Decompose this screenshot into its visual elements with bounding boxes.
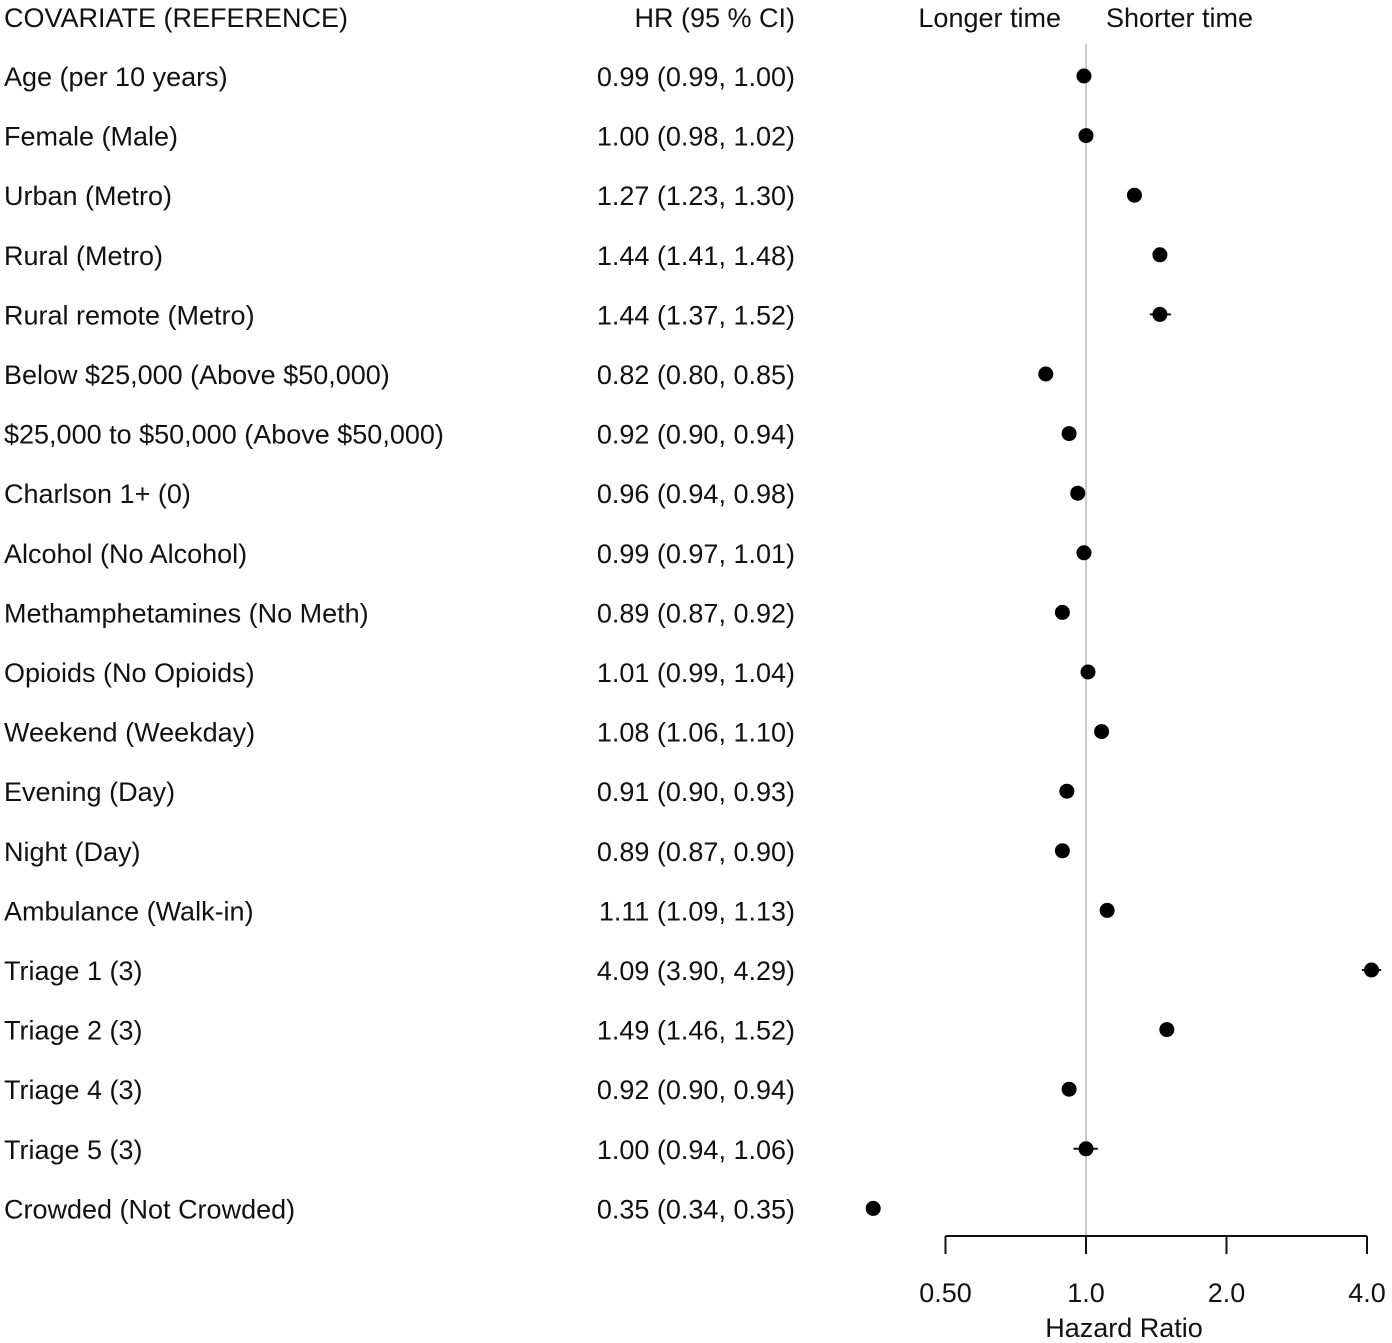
covariate-label: Methamphetamines (No Meth)	[4, 598, 369, 628]
hr-point	[1080, 664, 1096, 680]
hr-ci-label: 1.08 (1.06, 1.10)	[597, 718, 795, 748]
covariate-label: $25,000 to $50,000 (Above $50,000)	[4, 420, 444, 450]
forest-row: Rural remote (Metro) 1.44 (1.37, 1.52)	[4, 300, 1171, 330]
forest-row: Crowded (Not Crowded) 0.35 (0.34, 0.35)	[4, 1194, 881, 1224]
hr-ci-label: 1.00 (0.94, 1.06)	[597, 1135, 795, 1165]
hr-point	[1054, 843, 1070, 859]
hr-ci-label: 1.00 (0.98, 1.02)	[597, 122, 795, 152]
covariate-label: Triage 1 (3)	[4, 956, 143, 986]
covariate-label: Triage 5 (3)	[4, 1135, 143, 1165]
forest-row: Triage 2 (3) 1.49 (1.46, 1.52)	[4, 1016, 1175, 1046]
hr-ci-label: 0.89 (0.87, 0.90)	[597, 837, 795, 867]
x-axis: 0.50 1.0 2.0 4.0	[919, 1235, 1386, 1308]
forest-row: Charlson 1+ (0) 0.96 (0.94, 0.98)	[4, 479, 1086, 509]
hr-ci-label: 0.99 (0.99, 1.00)	[597, 62, 795, 92]
forest-row: Evening (Day) 0.91 (0.90, 0.93)	[4, 777, 1075, 807]
direction-left-label: Longer time	[918, 3, 1061, 33]
hr-point	[1152, 247, 1168, 263]
hr-ci-label: 0.82 (0.80, 0.85)	[597, 360, 795, 390]
hr-ci-label: 4.09 (3.90, 4.29)	[597, 956, 795, 986]
hr-point	[1078, 1141, 1094, 1157]
hr-header: HR (95 % CI)	[634, 3, 795, 33]
covariate-label: Alcohol (No Alcohol)	[4, 539, 247, 569]
hr-ci-label: 0.99 (0.97, 1.01)	[597, 539, 795, 569]
covariate-header: COVARIATE (REFERENCE)	[4, 3, 348, 33]
covariate-label: Charlson 1+ (0)	[4, 479, 191, 509]
covariate-label: Female (Male)	[4, 122, 178, 152]
hr-point	[1061, 426, 1077, 442]
hr-point	[1070, 485, 1086, 501]
forest-row: Weekend (Weekday) 1.08 (1.06, 1.10)	[4, 718, 1110, 748]
forest-row: Female (Male) 1.00 (0.98, 1.02)	[4, 122, 1094, 152]
hr-point	[1061, 1081, 1077, 1097]
hr-point	[1078, 128, 1094, 144]
covariate-label: Rural remote (Metro)	[4, 300, 255, 330]
forest-row: Opioids (No Opioids) 1.01 (0.99, 1.04)	[4, 658, 1096, 688]
hr-point	[1099, 902, 1115, 918]
hr-point	[1152, 306, 1168, 322]
covariate-label: Triage 4 (3)	[4, 1075, 143, 1105]
forest-row: Night (Day) 0.89 (0.87, 0.90)	[4, 837, 1070, 867]
hr-point	[1159, 1022, 1175, 1038]
hr-point	[1076, 68, 1092, 84]
covariate-label: Rural (Metro)	[4, 241, 163, 271]
hr-point	[1076, 545, 1092, 561]
hr-point	[1038, 366, 1054, 382]
hr-point	[1126, 187, 1142, 203]
forest-row: $25,000 to $50,000 (Above $50,000) 0.92 (…	[4, 420, 1077, 450]
forest-row: Methamphetamines (No Meth) 0.89 (0.87, 0.…	[4, 598, 1070, 628]
hr-ci-label: 1.01 (0.99, 1.04)	[597, 658, 795, 688]
direction-right-label: Shorter time	[1106, 3, 1253, 33]
forest-row: Below $25,000 (Above $50,000) 0.82 (0.80,…	[4, 360, 1054, 390]
hr-point	[1094, 724, 1110, 740]
x-tick-label: 1.0	[1067, 1278, 1105, 1308]
covariate-label: Opioids (No Opioids)	[4, 658, 255, 688]
covariate-label: Weekend (Weekday)	[4, 718, 255, 748]
forest-row: Triage 1 (3) 4.09 (3.90, 4.29)	[4, 956, 1382, 986]
hr-ci-label: 0.96 (0.94, 0.98)	[597, 479, 795, 509]
covariate-label: Below $25,000 (Above $50,000)	[4, 360, 390, 390]
covariate-label: Evening (Day)	[4, 777, 175, 807]
covariate-label: Triage 2 (3)	[4, 1016, 143, 1046]
x-tick-label: 0.50	[919, 1278, 972, 1308]
x-tick-label: 4.0	[1348, 1278, 1386, 1308]
covariate-label: Night (Day)	[4, 837, 141, 867]
hr-ci-label: 1.44 (1.37, 1.52)	[597, 300, 795, 330]
hr-ci-label: 1.44 (1.41, 1.48)	[597, 241, 795, 271]
hr-ci-label: 1.49 (1.46, 1.52)	[597, 1016, 795, 1046]
forest-row: Ambulance (Walk-in) 1.11 (1.09, 1.13)	[4, 896, 1115, 926]
covariate-label: Crowded (Not Crowded)	[4, 1194, 295, 1224]
hr-ci-label: 0.35 (0.34, 0.35)	[597, 1194, 795, 1224]
forest-row: Urban (Metro) 1.27 (1.23, 1.30)	[4, 181, 1142, 211]
hr-point	[1054, 604, 1070, 620]
hr-point	[1364, 962, 1380, 978]
covariate-label: Age (per 10 years)	[4, 62, 228, 92]
forest-row: Alcohol (No Alcohol) 0.99 (0.97, 1.01)	[4, 539, 1092, 569]
hr-ci-label: 1.27 (1.23, 1.30)	[597, 181, 795, 211]
covariate-label: Urban (Metro)	[4, 181, 172, 211]
x-tick-label: 2.0	[1208, 1278, 1246, 1308]
hr-ci-label: 0.89 (0.87, 0.92)	[597, 598, 795, 628]
forest-row: Age (per 10 years) 0.99 (0.99, 1.00)	[4, 62, 1092, 92]
forest-row: Triage 5 (3) 1.00 (0.94, 1.06)	[4, 1135, 1098, 1165]
hr-ci-label: 0.92 (0.90, 0.94)	[597, 420, 795, 450]
hr-point	[865, 1200, 881, 1216]
hr-point	[1059, 783, 1075, 799]
covariate-label: Ambulance (Walk-in)	[4, 896, 254, 926]
forest-rows: Age (per 10 years) 0.99 (0.99, 1.00) Femal…	[4, 62, 1382, 1224]
hr-ci-label: 0.91 (0.90, 0.93)	[597, 777, 795, 807]
x-axis-title: Hazard Ratio	[1045, 1313, 1203, 1343]
forest-row: Rural (Metro) 1.44 (1.41, 1.48)	[4, 241, 1168, 271]
forest-row: Triage 4 (3) 0.92 (0.90, 0.94)	[4, 1075, 1077, 1105]
hr-ci-label: 0.92 (0.90, 0.94)	[597, 1075, 795, 1105]
hr-ci-label: 1.11 (1.09, 1.13)	[599, 896, 795, 926]
